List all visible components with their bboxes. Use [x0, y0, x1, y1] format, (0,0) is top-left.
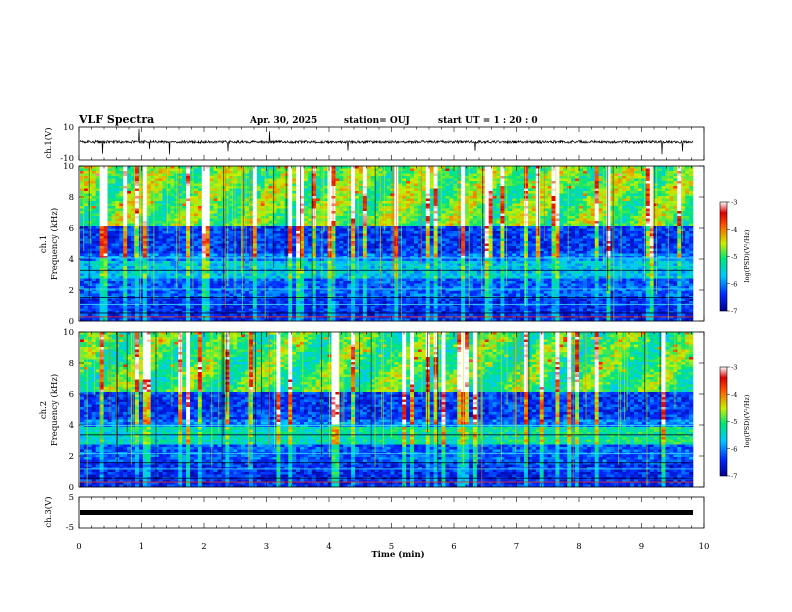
y-tick-label: 10 [63, 162, 74, 172]
ch1-spec-ylabel-channel: ch.1 [39, 235, 49, 253]
colorbar-tick-label: -6 [731, 280, 737, 288]
colorbar-tick-label: -6 [731, 445, 737, 453]
ch1-spectrogram-panel: ch.1 Frequency (kHz) 0 2 4 6 8 10 -3 -4 -5 -6 -7 … [39, 162, 751, 327]
ch2-colorbar-label: log(PSD)(V²/Hz) [743, 394, 751, 447]
x-tick-label: 5 [389, 542, 394, 552]
ch1-ylabel: ch.1(V) [43, 127, 54, 158]
start-time-label: start UT = 1 : 20 : 0 [438, 116, 538, 126]
x-tick-label: 3 [264, 542, 269, 552]
x-tick-label: 7 [514, 542, 519, 552]
x-tick-label: 10 [699, 542, 710, 552]
ch1-spectrogram [80, 166, 694, 322]
y-tick-label: 4 [69, 421, 74, 431]
ch2-spec-ylabel-freq: Frequency (kHz) [49, 374, 60, 446]
y-tick-label: 8 [69, 193, 74, 203]
ch1-spec-ylabel-freq: Frequency (kHz) [49, 208, 60, 280]
x-tick-label: 9 [639, 542, 644, 552]
x-tick-label: 1 [139, 542, 144, 552]
y-tick-label: 6 [69, 390, 74, 400]
y-tick-label: 0 [69, 483, 74, 493]
x-axis-label: Time (min) [371, 549, 424, 560]
ch1-colorbar-label: log(PSD)(V²/Hz) [743, 229, 751, 282]
y-tick-label: 2 [69, 452, 74, 462]
y-tick-label: 0 [69, 317, 74, 327]
y-tick-label: 10 [63, 328, 74, 338]
y-tick-label: 2 [69, 286, 74, 296]
x-tick-label: 4 [326, 542, 331, 552]
x-axis-tick-labels: 0 1 2 3 4 5 6 7 8 9 10 [76, 542, 709, 552]
ch2-colorbar: -3 -4 -5 -6 -7 log(PSD)(V²/Hz) [719, 364, 751, 481]
colorbar-tick-label: -7 [731, 473, 737, 481]
ch1-colorbar: -3 -4 -5 -6 -7 log(PSD)(V²/Hz) [719, 199, 751, 316]
figure-title: VLF Spectra [78, 113, 154, 126]
x-tick-label: 2 [201, 542, 206, 552]
x-tick-label: 8 [576, 542, 581, 552]
y-tick-label: 4 [69, 255, 74, 265]
ch3-wave-panel: ch.3(V) 5 -5 [43, 493, 705, 533]
ch2-spec-ylabel-channel: ch.2 [39, 401, 49, 419]
ch1-ytick-bottom: -10 [60, 154, 74, 164]
ch3-waveform-line [80, 510, 693, 515]
colorbar-tick-label: -5 [731, 253, 737, 261]
ch1-waveform-line [79, 128, 694, 155]
colorbar-tick-label: -3 [731, 364, 737, 372]
ch2-spectrogram-panel: ch.2 Frequency (kHz) 0 2 4 6 8 10 -3 -4 -5 -6 -7 … [39, 328, 751, 493]
ch2-spectrogram [80, 332, 694, 488]
colorbar-tick-label: -5 [731, 418, 737, 426]
date-label: Apr. 30, 2025 [249, 116, 317, 126]
y-tick-label: 8 [69, 359, 74, 369]
ch3-ylabel: ch.3(V) [43, 496, 54, 527]
colorbar-tick-label: -4 [731, 391, 737, 399]
ch3-ytick-bottom: -5 [66, 523, 74, 533]
colorbar-tick-label: -3 [731, 199, 737, 207]
ch3-ytick-top: 5 [69, 493, 74, 503]
station-label: station= OUJ [344, 116, 410, 126]
y-tick-label: 6 [69, 224, 74, 234]
x-tick-label: 0 [76, 542, 81, 552]
colorbar-tick-label: -4 [731, 226, 737, 234]
colorbar-tick-label: -7 [731, 308, 737, 316]
ch1-ytick-top: 10 [63, 123, 74, 133]
x-tick-label: 6 [451, 542, 456, 552]
ch1-wave-panel: ch.1(V) 10 -10 [43, 123, 705, 164]
